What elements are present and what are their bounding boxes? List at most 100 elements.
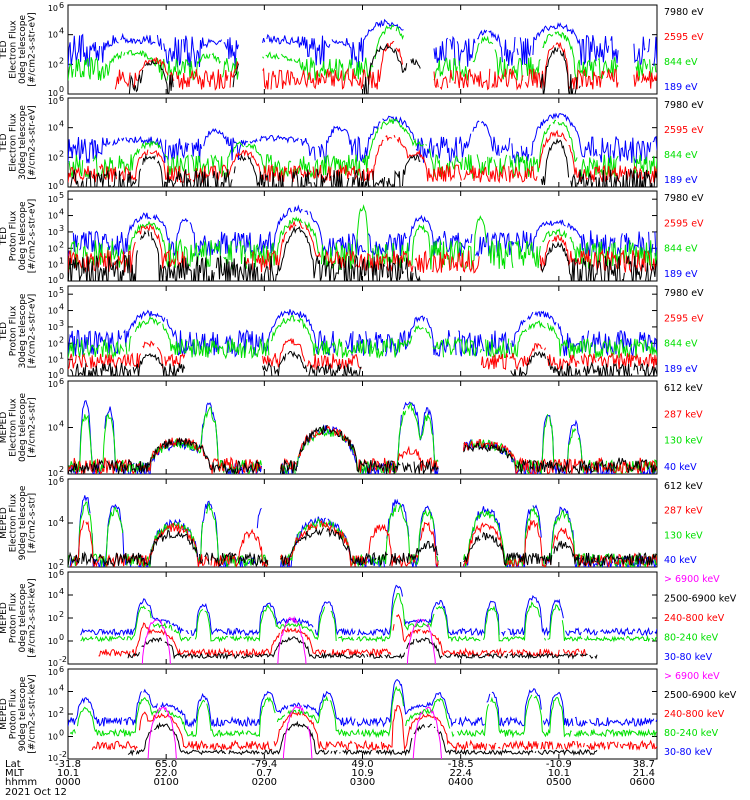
series-line — [68, 527, 657, 567]
y-axis-label-line: 0deg telescope — [18, 393, 28, 463]
legend-entry: 189 eV — [664, 175, 698, 186]
legend-entry: 844 eV — [664, 150, 698, 161]
y-axis-label-line: MEPED — [0, 412, 9, 444]
y-tick-label: 10 — [48, 478, 58, 487]
panel-frame — [67, 285, 658, 377]
y-tick-label: 10 — [48, 244, 58, 253]
footer-value: -10.9 — [546, 759, 572, 770]
y-tick-label: 10 — [48, 323, 58, 332]
y-tick-label: 10 — [48, 124, 58, 133]
legend-entry: 189 eV — [664, 364, 698, 375]
legend-entry: 612 keV — [664, 383, 703, 394]
footer-value: -79.4 — [251, 759, 277, 770]
series-line — [68, 425, 657, 474]
plot-area — [68, 309, 657, 376]
y-axis-label-line: Proton Flux — [9, 210, 19, 261]
legend-entry: 287 keV — [664, 409, 703, 420]
legend-entry: 30-80 keV — [664, 747, 713, 758]
y-tick-exponent: 4 — [59, 420, 64, 429]
y-axis-label-line: 0deg telescope — [18, 201, 28, 271]
footer-value: 49.0 — [351, 759, 373, 770]
y-tick-label: 10 — [48, 228, 58, 237]
y-tick-label: 10 — [48, 469, 58, 478]
y-tick-exponent: 4 — [59, 120, 64, 129]
y-tick-label: 10 — [48, 614, 58, 623]
y-tick-label: 10 — [48, 710, 58, 719]
plot-area — [68, 112, 657, 187]
footer-value: 0300 — [350, 777, 375, 788]
legend-entry: 7980 eV — [664, 100, 704, 111]
panel-frame — [67, 478, 658, 568]
y-axis-label-line: 0deg telescope — [18, 15, 28, 85]
y-axis-label-line: 30deg telescope — [18, 105, 28, 180]
series-line — [98, 613, 586, 658]
footer-value: 10.1 — [57, 768, 79, 779]
y-axis-label: TEDElectron Flux30deg telescope[#/cm2-s-… — [0, 105, 38, 180]
y-axis-label-line: MEPED — [0, 507, 9, 539]
y-tick-exponent: 6 — [59, 568, 64, 577]
legend-entry: > 6900 keV — [664, 574, 720, 585]
legend-entry: 2595 eV — [664, 32, 704, 43]
y-tick-exponent: 5 — [59, 286, 64, 295]
footer-value: 21.4 — [633, 768, 655, 779]
y-axis-label-line: [#/cm2-s-str] — [28, 493, 38, 553]
y-tick-exponent: 4 — [59, 208, 64, 217]
y-axis-label-line: [#/cm2-s-str] — [28, 397, 38, 457]
y-tick-exponent: 6 — [59, 665, 64, 674]
y-axis-label-line: [#/cm2-s-str-eV] — [28, 12, 38, 87]
footer-value: 38.7 — [633, 759, 655, 770]
y-tick-label: 10 — [48, 380, 58, 389]
y-tick-label: 10 — [48, 195, 58, 204]
y-tick-label: 10 — [48, 637, 58, 646]
y-tick-label: 10 — [48, 261, 58, 270]
legend-entry: 7980 eV — [664, 7, 704, 18]
legend-entry: 2500-6900 keV — [664, 690, 737, 701]
plot-area — [68, 495, 657, 567]
footer-value: 10.1 — [548, 768, 570, 779]
y-tick-label: 10 — [48, 307, 58, 316]
footer-value: 22.0 — [155, 768, 177, 779]
legend-entry: 2595 eV — [664, 125, 704, 136]
y-tick-label: 10 — [48, 754, 58, 763]
y-axis-label-line: [#/cm2-s-str-keV] — [28, 578, 38, 657]
legend-entry: 2595 eV — [664, 218, 704, 229]
y-tick-label: 10 — [48, 182, 58, 191]
footer-value: -18.5 — [448, 759, 474, 770]
series-line — [127, 720, 598, 757]
legend-entry: 80-240 keV — [664, 633, 719, 644]
series-line — [127, 636, 598, 660]
y-tick-exponent: 0 — [59, 178, 64, 187]
y-tick-label: 10 — [48, 4, 58, 13]
y-axis-label: TEDProton Flux0deg telescope[#/cm2-s-str… — [0, 199, 38, 274]
y-axis-label-line: Electron Flux — [9, 398, 19, 457]
y-axis-label: MEPEDElectron Flux90deg telescope[#/cm2-… — [0, 485, 38, 560]
y-tick-label: 10 — [48, 276, 58, 285]
y-axis-label-line: MEPED — [0, 698, 9, 730]
y-axis-label-line: Electron Flux — [9, 113, 19, 172]
series-line — [68, 225, 657, 281]
y-tick-exponent: 0 — [59, 729, 64, 738]
y-axis-label-line: [#/cm2-s-str-eV] — [28, 294, 38, 369]
footer-date: 2021 Oct 12 — [5, 787, 67, 798]
legend-entry: 2500-6900 keV — [664, 594, 737, 605]
legend-entry: 240-800 keV — [664, 709, 725, 720]
y-tick-label: 10 — [48, 212, 58, 221]
y-tick-exponent: 2 — [59, 465, 64, 474]
footer-value: 0.7 — [256, 768, 272, 779]
y-tick-exponent: 0 — [59, 367, 64, 376]
series-line — [91, 705, 657, 752]
y-tick-label: 10 — [48, 89, 58, 98]
y-tick-exponent: 2 — [59, 335, 64, 344]
panel-frame — [67, 380, 658, 475]
y-axis-label: TEDElectron Flux0deg telescope[#/cm2-s-s… — [0, 12, 38, 87]
y-tick-label: 10 — [48, 519, 58, 528]
legend-entry: > 6900 keV — [664, 671, 720, 682]
y-tick-exponent: 0 — [59, 633, 64, 642]
series-line — [147, 704, 442, 759]
